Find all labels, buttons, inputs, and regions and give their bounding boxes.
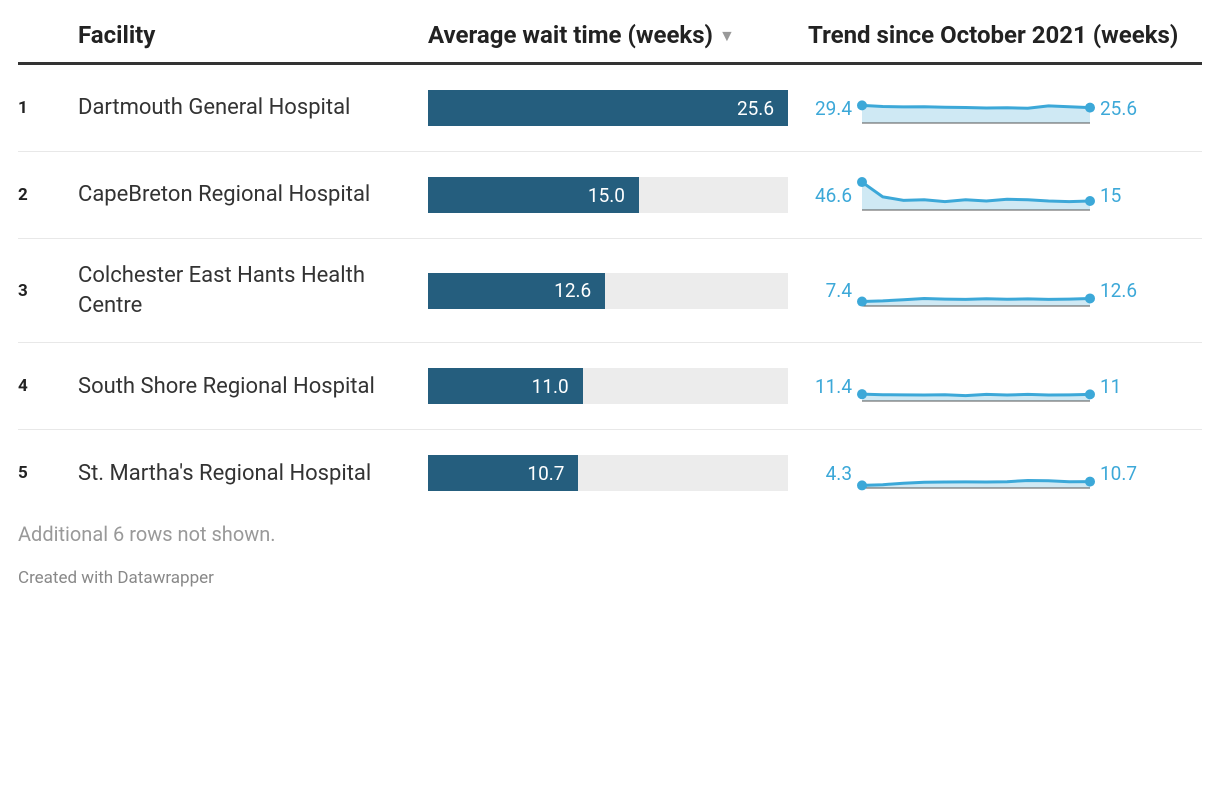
wait-time-value: 15.0 — [588, 184, 625, 207]
rank-number: 1 — [18, 98, 78, 118]
table-head: Facility Average wait time (weeks) ▼ Tren… — [18, 20, 1202, 65]
sparkline-start-label: 7.4 — [808, 279, 856, 302]
wait-time-bar-fill: 10.7 — [428, 455, 578, 491]
col-header-wait-label: Average wait time (weeks) — [428, 21, 713, 49]
sparkline-end-dot — [1085, 477, 1095, 487]
trend-cell: 7.4 12.6 — [808, 270, 1202, 312]
sparkline-end-dot — [1085, 293, 1095, 303]
table-body: 1 Dartmouth General Hospital 25.6 29.4 2… — [18, 65, 1202, 516]
datawrapper-credit: Created with Datawrapper — [18, 568, 1202, 588]
sparkline-end-label: 25.6 — [1096, 97, 1140, 120]
sparkline — [856, 365, 1096, 407]
sparkline-start-dot — [857, 296, 867, 306]
sparkline — [856, 87, 1096, 129]
trend-cell: 4.3 10.7 — [808, 452, 1202, 494]
wait-time-bar: 25.6 — [428, 90, 788, 126]
col-header-trend[interactable]: Trend since October 2021 (weeks) — [808, 20, 1202, 50]
sparkline-start-label: 11.4 — [808, 375, 856, 398]
wait-time-bar: 15.0 — [428, 177, 788, 213]
facility-name: Colchester East Hants Health Centre — [78, 261, 428, 320]
sparkline-start-dot — [857, 100, 867, 110]
trend-cell: 11.4 11 — [808, 365, 1202, 407]
wait-time-cell: 10.7 — [428, 455, 808, 491]
facility-name: St. Martha's Regional Hospital — [78, 459, 428, 489]
wait-time-value: 25.6 — [737, 97, 774, 120]
sparkline-start-label: 29.4 — [808, 97, 856, 120]
wait-time-bar-fill: 11.0 — [428, 368, 583, 404]
sort-desc-icon: ▼ — [719, 26, 735, 46]
sparkline-end-dot — [1085, 103, 1095, 113]
sparkline-start-label: 46.6 — [808, 184, 856, 207]
wait-time-value: 10.7 — [527, 462, 564, 485]
sparkline-end-dot — [1085, 196, 1095, 206]
rank-number: 4 — [18, 376, 78, 396]
sparkline-end-label: 12.6 — [1096, 279, 1140, 302]
wait-time-table: Facility Average wait time (weeks) ▼ Tren… — [18, 20, 1202, 516]
wait-time-bar-fill: 12.6 — [428, 273, 605, 309]
additional-rows-note: Additional 6 rows not shown. — [18, 522, 1202, 546]
sparkline-end-label: 15 — [1096, 184, 1140, 207]
table-row: 4 South Shore Regional Hospital 11.0 11.… — [18, 343, 1202, 430]
sparkline-end-label: 10.7 — [1096, 462, 1140, 485]
facility-name: South Shore Regional Hospital — [78, 372, 428, 402]
table-row: 3 Colchester East Hants Health Centre 12… — [18, 239, 1202, 343]
sparkline — [856, 270, 1096, 312]
sparkline-start-label: 4.3 — [808, 462, 856, 485]
rank-number: 2 — [18, 185, 78, 205]
wait-time-value: 11.0 — [532, 375, 569, 398]
wait-time-cell: 12.6 — [428, 273, 808, 309]
facility-name: CapeBreton Regional Hospital — [78, 180, 428, 210]
table-row: 2 CapeBreton Regional Hospital 15.0 46.6… — [18, 152, 1202, 239]
wait-time-value: 12.6 — [554, 279, 591, 302]
table-row: 1 Dartmouth General Hospital 25.6 29.4 2… — [18, 65, 1202, 152]
facility-name: Dartmouth General Hospital — [78, 93, 428, 123]
wait-time-bar: 10.7 — [428, 455, 788, 491]
rank-number: 5 — [18, 463, 78, 483]
col-header-facility[interactable]: Facility — [78, 20, 428, 50]
sparkline — [856, 174, 1096, 216]
sparkline-start-dot — [857, 390, 867, 400]
wait-time-bar: 12.6 — [428, 273, 788, 309]
wait-time-cell: 15.0 — [428, 177, 808, 213]
trend-cell: 46.6 15 — [808, 174, 1202, 216]
sparkline-start-dot — [857, 481, 867, 491]
wait-time-cell: 25.6 — [428, 90, 808, 126]
wait-time-bar: 11.0 — [428, 368, 788, 404]
wait-time-cell: 11.0 — [428, 368, 808, 404]
wait-time-bar-fill: 25.6 — [428, 90, 788, 126]
trend-cell: 29.4 25.6 — [808, 87, 1202, 129]
sparkline-end-label: 11 — [1096, 375, 1140, 398]
rank-number: 3 — [18, 281, 78, 301]
table-row: 5 St. Martha's Regional Hospital 10.7 4.… — [18, 430, 1202, 516]
col-header-wait-time[interactable]: Average wait time (weeks) ▼ — [428, 20, 808, 50]
sparkline-start-dot — [857, 177, 867, 187]
wait-time-bar-fill: 15.0 — [428, 177, 639, 213]
sparkline-end-dot — [1085, 390, 1095, 400]
sparkline — [856, 452, 1096, 494]
